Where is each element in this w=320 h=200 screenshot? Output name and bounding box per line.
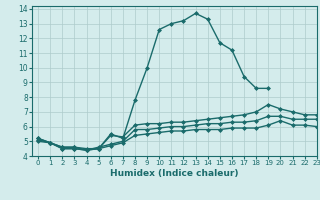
X-axis label: Humidex (Indice chaleur): Humidex (Indice chaleur) [110, 169, 239, 178]
